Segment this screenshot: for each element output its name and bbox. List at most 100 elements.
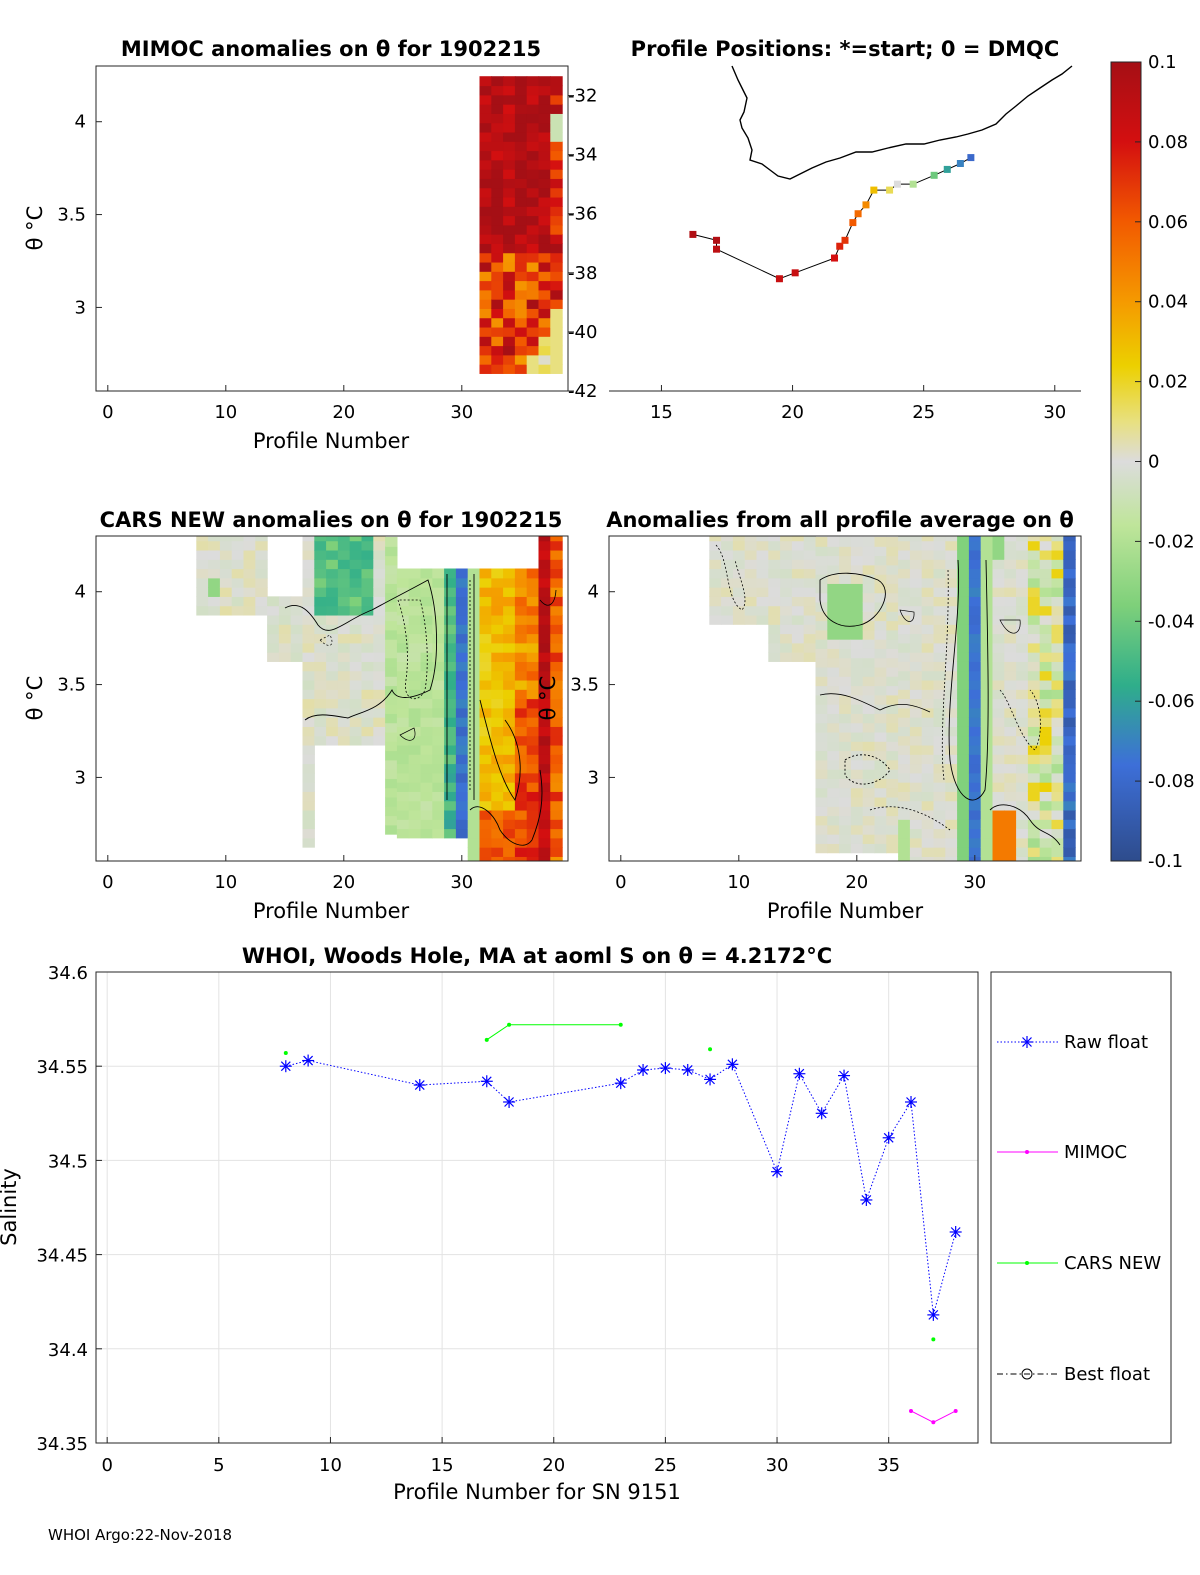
average-cell <box>945 596 958 607</box>
average-cell <box>957 754 970 765</box>
average-cell <box>980 800 994 811</box>
mimoc-cell <box>514 178 528 189</box>
cars-cell <box>479 707 492 718</box>
average-cell <box>898 536 911 542</box>
cars-cell <box>255 596 268 607</box>
cars-cell <box>337 689 351 700</box>
average-cell <box>862 713 876 724</box>
average-cell <box>1039 577 1053 588</box>
average-cell <box>933 614 946 625</box>
average-cell <box>768 559 781 570</box>
cars-cell <box>503 624 516 635</box>
average-cell <box>968 819 982 830</box>
average-cell <box>909 800 923 811</box>
cars-cell <box>514 698 528 709</box>
average-cell <box>815 611 828 622</box>
cars-cell <box>326 689 339 700</box>
average-cell <box>921 536 935 542</box>
average-cell <box>1051 633 1064 644</box>
average-cell <box>827 759 840 770</box>
cars-cell <box>290 624 304 635</box>
average-cell <box>1004 540 1017 551</box>
cars-cell <box>231 559 245 570</box>
average-cell <box>945 633 958 644</box>
cars-cell <box>196 587 209 597</box>
average-cell <box>886 546 899 557</box>
cars-cell <box>349 549 363 560</box>
mimoc-cell <box>538 113 551 124</box>
cars-cell <box>444 652 457 662</box>
average-cell <box>909 744 923 755</box>
average-cell <box>957 605 970 616</box>
mimoc-cell <box>479 196 492 207</box>
cars-cell <box>373 577 386 588</box>
average-cell <box>839 629 852 640</box>
average-cell <box>815 564 828 575</box>
cars-cell <box>491 596 504 607</box>
cars-cell <box>396 754 410 765</box>
average-cell <box>957 809 970 820</box>
cars-cell <box>255 568 268 579</box>
mimoc-cell <box>550 187 563 198</box>
average-cell <box>933 642 946 653</box>
cars-cell <box>526 717 540 727</box>
mimoc-cell <box>538 215 551 226</box>
cars-cell <box>302 809 315 820</box>
cars-cell <box>408 624 422 635</box>
average-cell <box>886 639 899 649</box>
average-cell <box>992 559 1005 570</box>
average-cell <box>909 559 923 570</box>
cars-cell <box>538 800 551 811</box>
mimoc-cell <box>479 271 492 282</box>
cars-cell <box>243 605 256 616</box>
average-cell <box>992 726 1005 737</box>
cars-cell <box>231 536 245 542</box>
cars-cell <box>455 800 469 811</box>
mimoc-cell <box>491 159 504 170</box>
mimoc-cell <box>479 299 492 309</box>
average-cell <box>803 587 817 597</box>
mimoc-cell <box>538 206 551 217</box>
average-cell <box>827 592 840 603</box>
average-cell <box>815 815 828 826</box>
average-cell <box>791 587 805 597</box>
average-cell <box>1039 549 1053 560</box>
salinity-series <box>279 1022 962 1425</box>
cars-cell <box>420 772 433 783</box>
average-cell <box>980 679 994 690</box>
cars-cell <box>396 800 410 811</box>
cars-cell <box>385 741 398 752</box>
mimoc-cell <box>538 131 551 142</box>
cars-cell <box>385 824 398 835</box>
mimoc-cell <box>503 299 516 309</box>
average-cell <box>1027 754 1041 765</box>
average-cell <box>980 782 994 792</box>
mimoc-cell <box>479 104 492 114</box>
average-cell <box>909 605 923 616</box>
average-cell <box>1027 596 1041 607</box>
cars-cell <box>314 577 327 588</box>
cars-cell <box>219 596 233 607</box>
raw-float-point <box>771 1165 784 1178</box>
cars-cell <box>361 633 374 644</box>
average-cell <box>909 763 923 774</box>
average-cell <box>721 587 734 597</box>
average-cell <box>1051 744 1064 755</box>
cars-cell <box>349 726 363 737</box>
mimoc-cell <box>526 234 540 244</box>
average-cell <box>1051 670 1064 681</box>
cars-cell <box>479 809 492 820</box>
average-cell <box>921 605 935 616</box>
ytick-label: 3 <box>75 767 86 788</box>
raw-float-point <box>413 1079 426 1092</box>
average-cell <box>945 809 958 820</box>
cars-cell <box>538 642 551 653</box>
mimoc-xlabel: Profile Number <box>253 429 410 453</box>
legend-best-float-label: Best float <box>1064 1364 1150 1385</box>
cars-cell <box>432 828 445 839</box>
cars-cell <box>267 642 280 653</box>
average-cell <box>1051 819 1064 830</box>
raw-float-point <box>480 1075 493 1088</box>
mimoc-cell <box>503 187 516 198</box>
average-cell <box>980 735 994 746</box>
